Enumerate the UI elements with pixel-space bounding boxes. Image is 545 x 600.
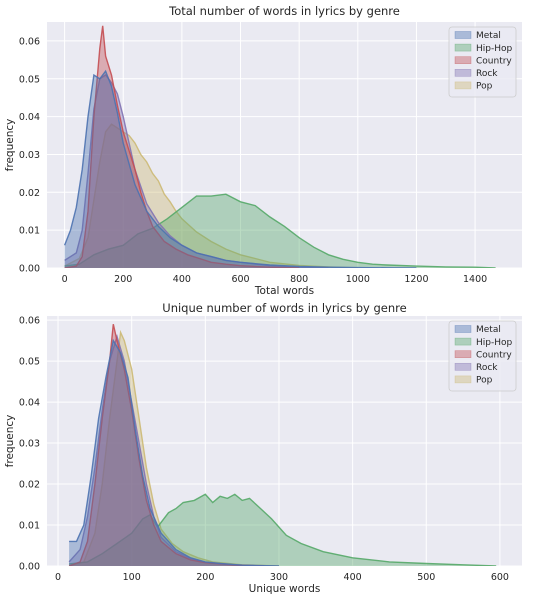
legend-swatch-metal	[454, 31, 472, 39]
x-tick-label: 1000	[346, 274, 370, 285]
series-layer	[68, 324, 497, 566]
series-layer	[63, 25, 496, 268]
legend-label-hip-hop: Hip-Hop	[476, 338, 513, 348]
series-line-hip-hop	[69, 493, 497, 566]
legend-frame	[448, 320, 517, 392]
legend: Metal Hip-Hop Country Rock Pop	[448, 320, 517, 392]
series-line-hip-hop	[64, 193, 496, 268]
chart-panel-1: 0 100 200 300 400 500 600 0.00 0.01 0.02 0.03 0.04 0…	[4, 301, 522, 595]
legend-swatch-rock	[454, 362, 472, 371]
legend-label-country: Country	[476, 350, 512, 360]
x-tick-label: 600	[491, 572, 509, 583]
series-area-rock	[64, 75, 329, 268]
series-area-pop	[69, 332, 279, 566]
series-area-metal	[69, 340, 279, 566]
series-area-pop	[64, 124, 358, 268]
legend-label-metal: Metal	[476, 31, 501, 41]
x-tick-label: 400	[173, 274, 191, 285]
legend-swatch-pop	[454, 375, 472, 384]
x-tick-label: 500	[417, 572, 435, 583]
x-tick-label: 0	[62, 274, 68, 285]
y-tick-label: 0.02	[19, 480, 40, 491]
chart-panel-0: 0 200 400 600 800 1000 1200 1400 0.00 0.01 0.02 0.0…	[4, 4, 522, 297]
legend-swatch-metal	[454, 325, 472, 333]
legend-label-metal: Metal	[476, 325, 501, 335]
y-tick-label: 0.00	[19, 264, 40, 275]
x-tick-label: 800	[290, 274, 308, 285]
legend: Metal Hip-Hop Country Rock Pop	[448, 26, 517, 98]
y-tick-label: 0.06	[19, 36, 40, 47]
y-tick-label: 0.03	[19, 150, 40, 161]
legend-swatch-hip-hop	[454, 43, 472, 52]
legend-swatch-pop	[454, 81, 472, 90]
x-tick-label: 200	[196, 572, 214, 583]
x-tick-label: 1200	[404, 274, 428, 285]
x-tick-label: 600	[231, 274, 249, 285]
series-area-rock	[69, 336, 265, 566]
series-line-country	[68, 324, 265, 566]
y-tick-label: 0.01	[19, 521, 40, 532]
legend-swatch-country	[454, 350, 472, 359]
legend-label-pop: Pop	[476, 82, 493, 92]
series-line-country	[64, 25, 300, 268]
series-area-hip-hop	[69, 494, 497, 566]
legend-swatch-rock	[454, 69, 472, 77]
legend-label-rock: Rock	[476, 69, 498, 79]
x-tick-label: 1400	[463, 274, 487, 285]
y-tick-label: 0.02	[19, 188, 40, 199]
x-tick-label: 100	[123, 572, 141, 583]
x-tick-label: 300	[270, 572, 288, 583]
legend-label-pop: Pop	[476, 376, 493, 386]
series-line-metal	[69, 338, 280, 566]
x-axis-label: Total words	[254, 285, 314, 297]
legend-label-hip-hop: Hip-Hop	[476, 44, 513, 54]
y-tick-label: 0.05	[19, 74, 40, 85]
series-line-rock	[68, 334, 265, 566]
chart-title: Total number of words in lyrics by genre	[168, 4, 400, 18]
chart-title: Unique number of words in lyrics by genr…	[162, 301, 406, 315]
series-area-hip-hop	[64, 194, 496, 268]
series-line-pop	[64, 123, 358, 268]
legend-label-rock: Rock	[476, 363, 498, 373]
y-tick-label: 0.04	[19, 112, 40, 123]
y-tick-label: 0.01	[19, 226, 40, 237]
y-tick-label: 0.04	[19, 398, 40, 409]
x-tick-label: 0	[55, 572, 61, 583]
x-tick-label: 200	[114, 274, 132, 285]
x-axis-label: Unique words	[249, 583, 321, 595]
series-area-country	[69, 324, 265, 566]
y-tick-label: 0.06	[19, 316, 40, 327]
y-tick-label: 0.05	[19, 357, 40, 368]
legend-swatch-country	[454, 56, 472, 65]
y-tick-label: 0.03	[19, 439, 40, 450]
series-line-pop	[68, 329, 280, 566]
plot-background	[47, 316, 522, 566]
legend-frame	[448, 26, 517, 98]
x-tick-label: 400	[344, 572, 362, 583]
y-tick-label: 0.00	[19, 562, 40, 573]
y-axis-label: frequency	[4, 415, 16, 468]
legend-swatch-hip-hop	[454, 337, 472, 346]
legend-label-country: Country	[476, 56, 512, 66]
y-axis-label: frequency	[4, 119, 16, 172]
series-area-country	[64, 25, 300, 268]
series-line-metal	[63, 69, 417, 268]
